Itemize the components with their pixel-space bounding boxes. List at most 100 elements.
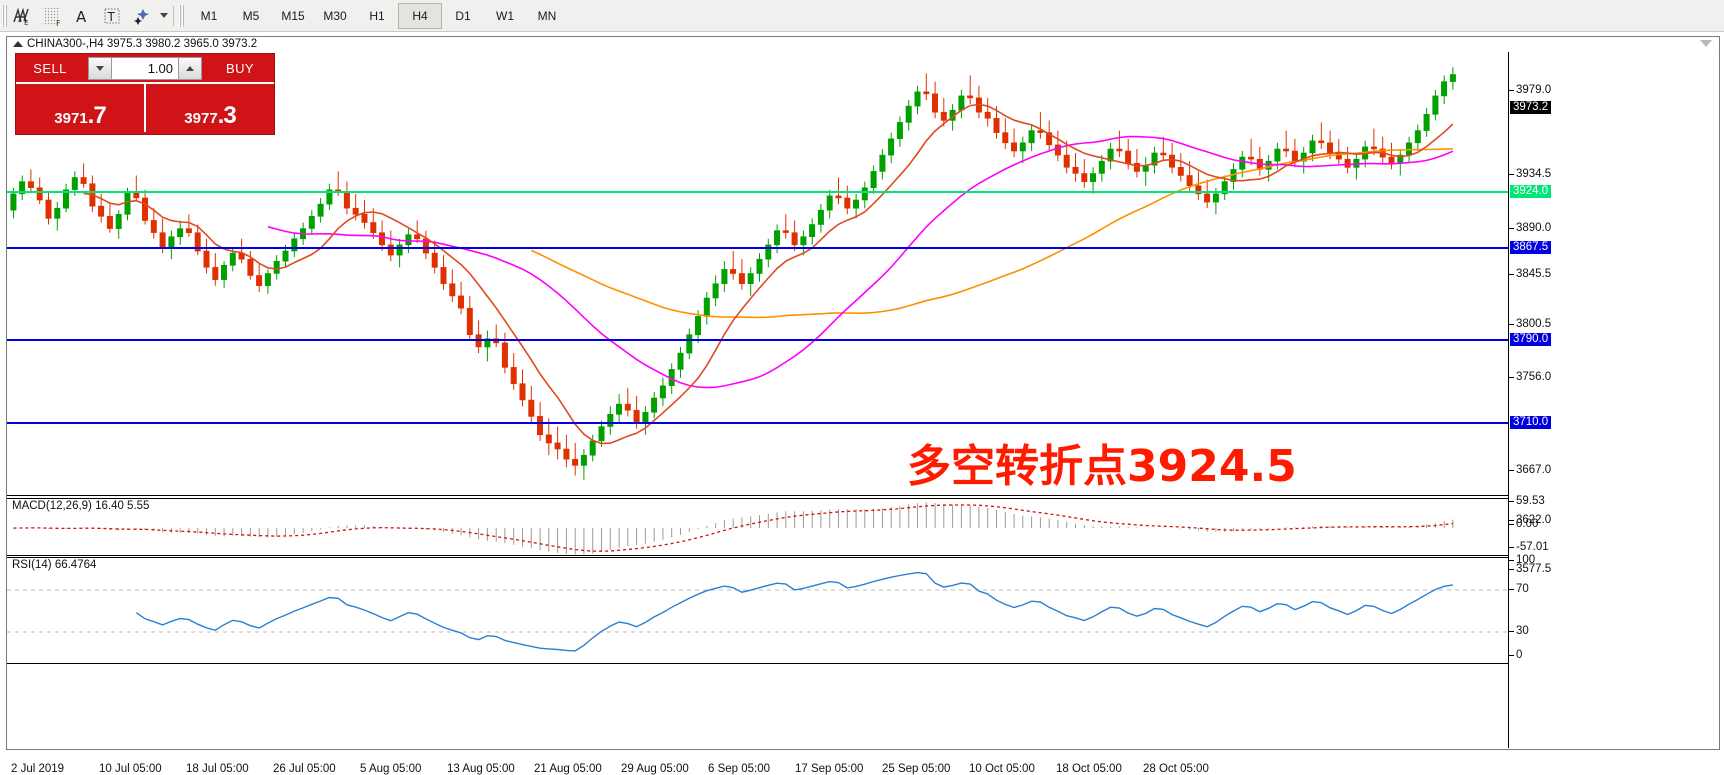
- level-price-tag: 3924.0: [1510, 185, 1552, 198]
- timeframe-grip[interactable]: [179, 4, 184, 27]
- axis-tick: [1509, 90, 1514, 91]
- time-label: 5 Aug 05:00: [360, 763, 422, 775]
- svg-text:F: F: [56, 19, 61, 28]
- rsi-axis-label: 70: [1516, 583, 1529, 595]
- timeframe-m1[interactable]: M1: [200, 8, 218, 23]
- time-label: 2 Jul 2019: [11, 763, 65, 775]
- timeframe-m30[interactable]: M30: [323, 8, 347, 23]
- price-label: 3890.0: [1516, 222, 1552, 234]
- timeframe-m5[interactable]: M5: [242, 8, 260, 23]
- chart-annotation: 多空转折点3924.5: [907, 441, 1297, 492]
- plot-area: 多空转折点3924.5 MACD(12,26,9) 16.40 5.55 RSI…: [7, 52, 1718, 775]
- macd-axis-label: 59.53: [1516, 495, 1545, 507]
- toolbar-separator: [173, 5, 174, 26]
- volume-stepper[interactable]: 1.00: [88, 56, 202, 80]
- buy-price-decimal: .3: [217, 102, 237, 129]
- price-label: 3934.5: [1516, 168, 1552, 180]
- time-label: 6 Sep 05:00: [708, 763, 771, 775]
- timeframe-h1[interactable]: H1: [369, 8, 385, 23]
- axis-tick: [1509, 470, 1514, 471]
- resistance-line[interactable]: [7, 247, 1508, 249]
- timeframe-d1[interactable]: D1: [455, 8, 471, 23]
- axis-tick: [1509, 631, 1514, 632]
- collapse-triangle-icon[interactable]: [13, 41, 23, 47]
- timeframe-mn[interactable]: MN: [537, 8, 557, 23]
- time-label: 21 Aug 05:00: [534, 763, 602, 775]
- one-click-trading-panel: SELL 1.00 BUY 3971 .7: [15, 53, 275, 135]
- rsi-axis-label: 100: [1516, 554, 1536, 566]
- axis-tick: [1509, 655, 1514, 656]
- chart-menu-triangle-icon[interactable]: [1700, 40, 1712, 47]
- timeframe-m15[interactable]: M15: [281, 8, 305, 23]
- rsi-pane[interactable]: RSI(14) 66.4764: [7, 557, 1508, 665]
- timeframe-w1[interactable]: W1: [496, 8, 514, 23]
- price-label: 3756.0: [1516, 371, 1552, 383]
- axis-tick: [1509, 274, 1514, 275]
- chart-titlebar: CHINA300-,H4 3975.3 3980.2 3965.0 3973.2: [7, 37, 1719, 53]
- time-label: 18 Oct 05:00: [1056, 763, 1122, 775]
- svg-text:T: T: [107, 10, 116, 24]
- objects-icon[interactable]: [127, 3, 157, 29]
- rsi-label: RSI(14) 66.4764: [12, 559, 97, 571]
- level-price-tag: 3867.5: [1510, 241, 1552, 254]
- axis-tick: [1509, 560, 1514, 561]
- axis-tick: [1509, 324, 1514, 325]
- axis-tick: [1509, 569, 1514, 570]
- chevron-up-icon: [186, 65, 194, 71]
- time-label: 10 Jul 05:00: [99, 763, 162, 775]
- support-line-1[interactable]: [7, 339, 1508, 341]
- sell-button[interactable]: SELL: [33, 60, 67, 76]
- price-label: 3622.0: [1516, 514, 1552, 526]
- buy-price-integer: 3977: [184, 110, 218, 127]
- indicators-icon[interactable]: E: [7, 3, 37, 29]
- toolbar-grip[interactable]: [2, 4, 7, 27]
- level-price-tag: 3790.0: [1510, 333, 1552, 346]
- macd-axis-label: 0.00: [1516, 518, 1539, 530]
- sell-price-integer: 3971: [54, 110, 88, 127]
- dropdown-arrow-icon[interactable]: [157, 3, 170, 29]
- time-label: 28 Oct 05:00: [1143, 763, 1209, 775]
- time-label: 18 Jul 05:00: [186, 763, 249, 775]
- time-label: 25 Sep 05:00: [882, 763, 951, 775]
- macd-series: [13, 502, 1454, 555]
- macd-pane-bottom-border: [7, 555, 1508, 556]
- buy-price[interactable]: 3977 .3: [144, 82, 274, 132]
- timeframe-h4[interactable]: H4: [398, 2, 442, 29]
- time-label: 10 Oct 05:00: [969, 763, 1035, 775]
- time-label: 13 Aug 05:00: [447, 763, 515, 775]
- support-line-2[interactable]: [7, 422, 1508, 424]
- turning-point-line[interactable]: [7, 191, 1508, 193]
- price-label: 3845.5: [1516, 268, 1552, 280]
- crosshair-grid-icon[interactable]: F: [37, 3, 67, 29]
- price-pane[interactable]: 多空转折点3924.5: [7, 52, 1508, 496]
- price-pane-bottom-border: [7, 495, 1508, 496]
- price-label: 3800.5: [1516, 318, 1552, 330]
- macd-pane[interactable]: MACD(12,26,9) 16.40 5.55: [7, 498, 1508, 556]
- axis-tick: [1509, 174, 1514, 175]
- axis-tick: [1509, 520, 1514, 521]
- buy-button[interactable]: BUY: [226, 60, 254, 76]
- chart-window: CHINA300-,H4 3975.3 3980.2 3965.0 3973.2…: [6, 36, 1720, 775]
- macd-axis-label: -57.01: [1516, 541, 1549, 553]
- axis-tick: [1509, 228, 1514, 229]
- axis-tick: [1509, 524, 1514, 525]
- label-icon[interactable]: T: [97, 3, 127, 29]
- time-label: 26 Jul 05:00: [273, 763, 336, 775]
- svg-text:E: E: [24, 19, 28, 27]
- level-price-tag: 3710.0: [1510, 416, 1552, 429]
- price-label: 3979.0: [1516, 84, 1552, 96]
- volume-input[interactable]: 1.00: [112, 56, 178, 80]
- volume-decrease-button[interactable]: [88, 56, 112, 80]
- trade-controls-row: SELL 1.00 BUY: [16, 54, 274, 82]
- trade-prices-row: 3971 .7 3977 .3: [16, 82, 274, 132]
- symbol-ohlc-label: CHINA300-,H4 3975.3 3980.2 3965.0 3973.2: [27, 38, 258, 50]
- price-scale-axis[interactable]: 3979.0 3973.2 3934.5 3924.0 3890.0 3867.5 3845…: [1508, 52, 1718, 748]
- volume-increase-button[interactable]: [178, 56, 202, 80]
- rsi-axis-label: 0: [1516, 649, 1523, 661]
- text-icon[interactable]: A: [67, 3, 97, 29]
- sell-price-decimal: .7: [87, 102, 107, 129]
- axis-tick: [1509, 501, 1514, 502]
- candlestick-series: [10, 67, 1456, 480]
- sell-price[interactable]: 3971 .7: [16, 82, 144, 132]
